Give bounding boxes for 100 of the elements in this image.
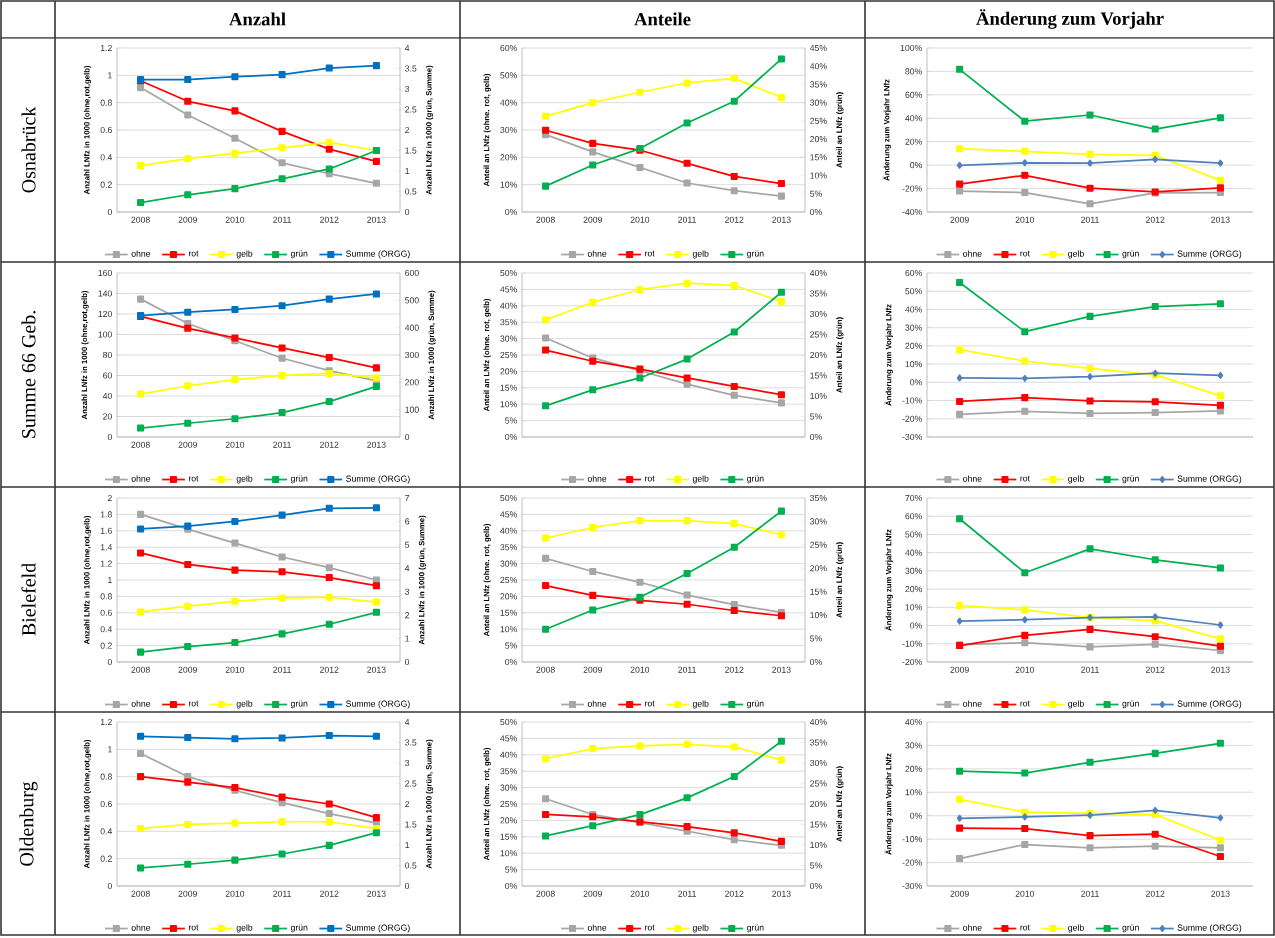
y2-tick-label: 35% bbox=[810, 290, 827, 297]
x-tick-label: 2009 bbox=[950, 890, 969, 897]
y-tick-label: -20% bbox=[902, 859, 922, 866]
y-tick-label: 0 bbox=[107, 208, 112, 216]
y-tick-label: 50% bbox=[500, 718, 517, 726]
legend-label: ohne bbox=[587, 250, 607, 257]
y2-tick-label: 30% bbox=[810, 518, 827, 525]
x-tick-label: 2009 bbox=[950, 666, 969, 673]
y2-tick-label: 0% bbox=[810, 433, 822, 441]
y2-tick-label: 35% bbox=[810, 739, 827, 746]
x-tick-label: 2011 bbox=[273, 890, 291, 897]
y-tick-label: 30% bbox=[500, 126, 517, 134]
y2-tick-label: 20% bbox=[810, 351, 827, 359]
legend-label: grün bbox=[290, 250, 308, 259]
legend-label: Summe (ORGG) bbox=[346, 250, 410, 259]
legend-label: Summe (ORGG) bbox=[346, 924, 410, 933]
y-tick-label: 30% bbox=[905, 567, 922, 574]
x-tick-label: 2010 bbox=[630, 666, 650, 673]
y-tick-label: -30% bbox=[902, 882, 922, 890]
chart-title: Änderung zum Vorjahr bbox=[976, 9, 1164, 29]
legend-label: grün bbox=[290, 924, 308, 933]
legend-label: ohne bbox=[131, 700, 151, 707]
y-tick-label: 50% bbox=[500, 269, 517, 277]
y-tick-label: 60% bbox=[905, 91, 922, 98]
x-tick-label: 2010 bbox=[630, 216, 650, 223]
x-tick-label: 2012 bbox=[320, 216, 339, 223]
legend-label: rot bbox=[188, 475, 199, 482]
legend-label: rot bbox=[188, 924, 199, 931]
y2-tick-label: 4 bbox=[404, 565, 410, 572]
y-tick-label: -20% bbox=[902, 415, 922, 422]
y-tick-label: 10% bbox=[500, 401, 517, 408]
y-tick-label: 80 bbox=[103, 351, 112, 359]
x-tick-label: 2013 bbox=[772, 216, 791, 223]
y2-tick-label: 30% bbox=[810, 759, 827, 767]
x-tick-label: 2010 bbox=[225, 441, 245, 448]
y2-tick-label: 600 bbox=[405, 269, 419, 277]
legend-label: grün bbox=[290, 475, 308, 484]
legend-label: grün bbox=[290, 700, 308, 709]
y2-tick-label: 200 bbox=[405, 379, 419, 386]
y-tick-label: 120 bbox=[98, 310, 112, 318]
legend-label: ohne bbox=[131, 924, 151, 931]
y-tick-label: 0.4 bbox=[100, 154, 113, 161]
x-tick-label: 2013 bbox=[367, 890, 386, 897]
y-tick-label: 1.2 bbox=[100, 560, 112, 567]
x-tick-label: 2011 bbox=[273, 441, 291, 448]
y-tick-label: 1 bbox=[108, 577, 112, 583]
y2-tick-label: 0% bbox=[810, 208, 822, 216]
y2-tick-label: 5% bbox=[810, 635, 822, 642]
y-tick-label: 1 bbox=[108, 746, 112, 753]
y2-tick-label: 4 bbox=[404, 719, 410, 725]
y-tick-label: -10% bbox=[902, 640, 922, 647]
y-tick-label: 0% bbox=[910, 812, 922, 819]
y-tick-label: 35% bbox=[500, 544, 517, 551]
y-tick-label: 40% bbox=[905, 306, 922, 313]
legend-label: gelb bbox=[236, 250, 253, 259]
y-tick-label: 0 bbox=[107, 658, 112, 666]
y2-tick-label: 30% bbox=[810, 310, 827, 318]
y2-tick-label: 3.5 bbox=[405, 65, 417, 72]
y2-tick-label: 25% bbox=[810, 541, 827, 548]
legend-label: gelb bbox=[692, 700, 709, 709]
y2-tick-label: 0.5 bbox=[405, 862, 417, 869]
y-tick-label: 20% bbox=[905, 138, 922, 145]
legend-label: gelb bbox=[1068, 924, 1084, 933]
y-tick-label: 45% bbox=[500, 735, 517, 742]
y-tick-label: 0.2 bbox=[100, 642, 112, 649]
y-tick-label: 40% bbox=[905, 718, 922, 726]
y-tick-label: 10% bbox=[905, 604, 922, 611]
x-tick-label: 2010 bbox=[225, 890, 245, 897]
y2-tick-label: 0% bbox=[810, 882, 822, 890]
y-tick-label: 45% bbox=[500, 511, 517, 518]
legend-label: grün bbox=[1122, 924, 1139, 933]
legend-label: gelb bbox=[1068, 700, 1084, 709]
y-tick-label: 0 bbox=[107, 882, 112, 890]
y-tick-label: 15% bbox=[500, 609, 517, 616]
x-tick-label: 2008 bbox=[131, 890, 150, 897]
y-tick-label: 15% bbox=[500, 384, 517, 391]
y-tick-label: 30% bbox=[905, 324, 922, 331]
legend-label: Summe (ORGG) bbox=[1177, 250, 1242, 259]
x-tick-label: 2008 bbox=[131, 666, 150, 673]
y2-tick-label: 2.5 bbox=[405, 780, 417, 787]
x-tick-label: 2009 bbox=[583, 666, 602, 673]
y2-tick-label: 10% bbox=[810, 392, 827, 400]
y2-tick-label: 0% bbox=[810, 658, 822, 666]
y-tick-label: 100 bbox=[98, 331, 112, 338]
legend-label: Summe (ORGG) bbox=[1177, 475, 1242, 484]
legend-label: rot bbox=[188, 250, 199, 257]
y-tick-label: 0.4 bbox=[100, 828, 113, 835]
y-tick-label: -20% bbox=[902, 185, 922, 192]
y2-tick-label: 10% bbox=[810, 612, 827, 619]
legend-label: rot bbox=[188, 700, 199, 707]
y-tick-label: 45% bbox=[500, 286, 517, 293]
y2-tick-label: 15% bbox=[810, 154, 827, 161]
y-tick-label: 0.6 bbox=[100, 126, 112, 134]
text: Oldenburg bbox=[19, 781, 38, 866]
y-tick-label: 30% bbox=[905, 742, 922, 749]
y-tick-label: 0% bbox=[505, 882, 517, 890]
legend-label: grün bbox=[1122, 700, 1139, 709]
y-tick-label: 20% bbox=[500, 368, 517, 375]
y-tick-label: 20% bbox=[500, 154, 517, 161]
legend-label: grün bbox=[747, 700, 764, 709]
